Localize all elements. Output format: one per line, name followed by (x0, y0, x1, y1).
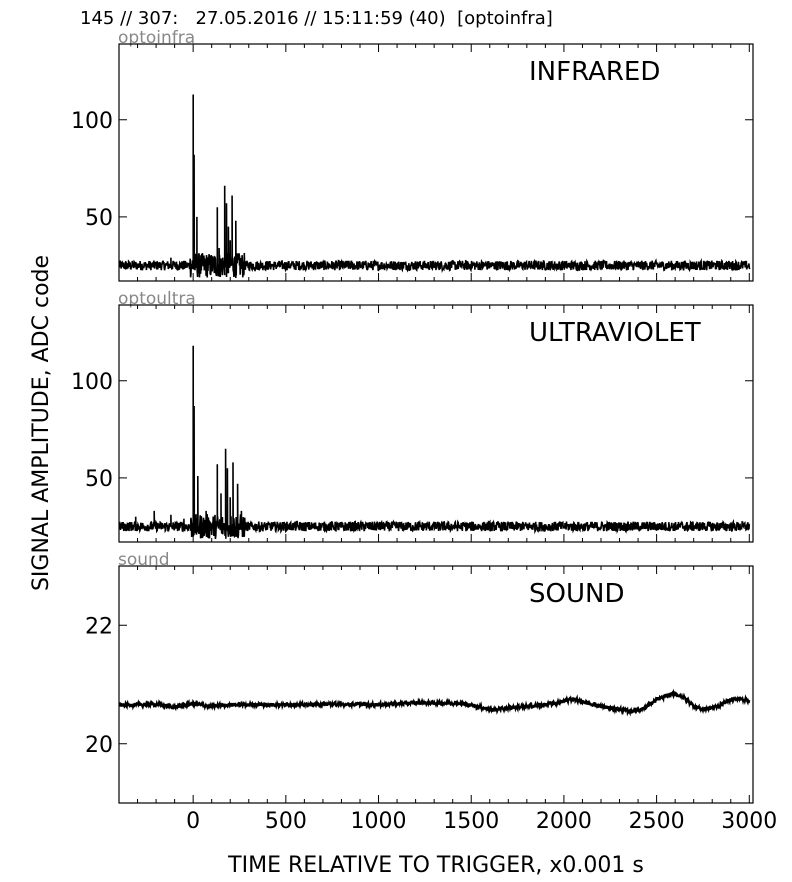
channel-label: sound (118, 550, 170, 570)
signal-trace (119, 345, 751, 540)
channel-label: optoultra (118, 289, 196, 309)
y-tick-label: 100 (71, 370, 113, 395)
y-tick-label: 50 (85, 206, 113, 231)
panel-optoultra: optoultra ULTRAVIOLET 50 100 (71, 289, 754, 543)
panel-title: INFRARED (529, 57, 660, 87)
x-tick-label: 3000 (721, 809, 777, 834)
y-tick-label: 22 (85, 614, 113, 639)
x-tick-label: 1500 (443, 809, 499, 834)
y-tick-label: 20 (85, 733, 113, 758)
axes-frame (118, 304, 754, 543)
x-tick-label: 0 (186, 809, 200, 834)
panel-title: ULTRAVIOLET (529, 318, 701, 348)
x-tick-label: 1000 (351, 809, 407, 834)
panel-optoinfra: optoinfra INFRARED 50 100 (71, 28, 754, 282)
signal-trace (119, 688, 751, 717)
signal-trace (119, 94, 751, 279)
x-axis-label: TIME RELATIVE TO TRIGGER, x0.001 s (227, 853, 644, 878)
channel-label: optoinfra (118, 28, 195, 48)
x-tick-label: 2000 (536, 809, 592, 834)
y-tick-label: 50 (85, 467, 113, 492)
figure-suptitle: 145 // 307: 27.05.2016 // 15:11:59 (40) … (80, 8, 553, 29)
y-tick-label: 100 (71, 109, 113, 134)
x-tick-label: 2500 (629, 809, 685, 834)
panel-title: SOUND (529, 579, 624, 609)
panel-sound: sound SOUND 20 22 0 500 1000 1500 2000 2500 3000 (85, 550, 777, 834)
y-axis-label: SIGNAL AMPLITUDE, ADC code (29, 255, 54, 591)
x-tick-label: 500 (265, 809, 307, 834)
axes-frame (118, 43, 754, 282)
axes-frame (118, 565, 754, 804)
